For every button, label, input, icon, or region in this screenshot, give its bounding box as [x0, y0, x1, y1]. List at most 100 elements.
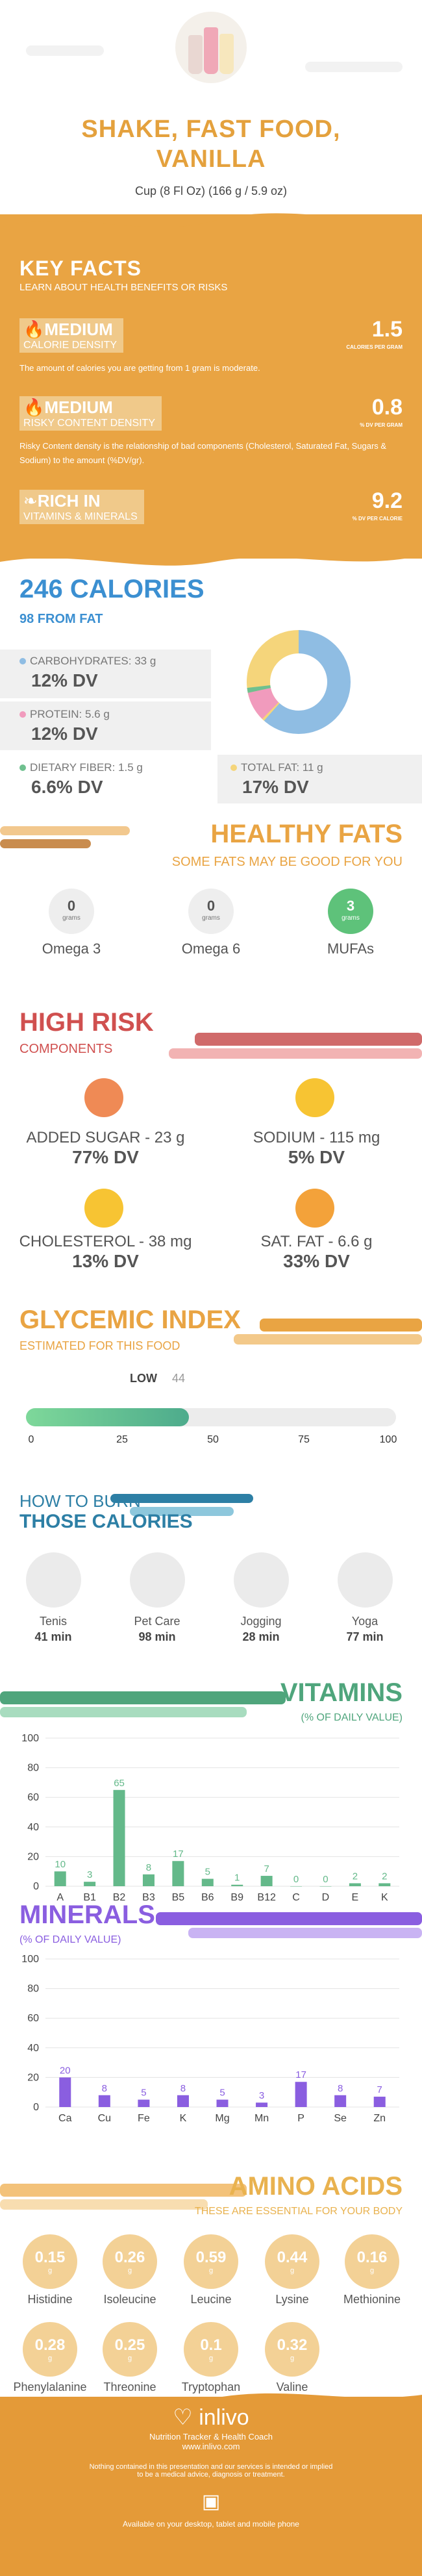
mineral-value-label: 3	[259, 2090, 264, 2101]
vitamin-bar	[54, 1871, 66, 1886]
methionine-value: 0.16	[356, 2249, 388, 2266]
leucine-unit: g	[208, 2267, 214, 2275]
vitamins-minerals-label: VITAMINS & MINERALS	[23, 511, 138, 522]
gi-tick: 75	[298, 1434, 310, 1445]
risky-density-unit: % DV PER GRAM	[360, 422, 403, 428]
mineral-ytick-label: 20	[27, 2072, 39, 2083]
footer-disclaimer-2: to be a medical advice, diagnosis or tre…	[137, 2471, 285, 2479]
gi-tick: 25	[116, 1434, 128, 1445]
tennis-label: Tenis	[39, 1615, 68, 1628]
minerals-bar-chart: 0 20 40 60 80 100 20 Ca 8 Cu 5 Fe 8 K 5 Mg 3 Mn 17 P 8 Se 7 Zn	[21, 1954, 399, 2124]
pet-care-icon	[130, 1552, 185, 1608]
decor-stripe	[0, 1707, 247, 1717]
decor-stripe	[130, 1507, 234, 1516]
calorie-density-unit: CALORIES PER GRAM	[346, 344, 403, 350]
risky-density-level: MEDIUM	[44, 398, 113, 417]
gi-tick: 50	[207, 1434, 219, 1445]
decor-stripe	[188, 1928, 422, 1938]
cholesterol-dv: 13% DV	[72, 1251, 139, 1271]
gi-tick: 0	[28, 1434, 34, 1445]
happy-face-icon	[295, 1189, 334, 1228]
vitamin-value-label: 65	[114, 1778, 125, 1789]
fiber-label: DIETARY FIBER: 1.5 g	[19, 761, 143, 774]
jogging-icon	[234, 1552, 289, 1608]
valine-label: Valine	[276, 2380, 308, 2393]
vitamins-minerals-tag: ❧RICH IN VITAMINS & MINERALS	[19, 490, 144, 524]
vitamin-category-label: B3	[142, 1892, 155, 1903]
fat-box	[217, 755, 422, 803]
mineral-bar	[256, 2102, 268, 2107]
vitamin-bar	[201, 1878, 214, 1886]
mineral-bar	[295, 2082, 307, 2107]
mufas-unit: grams	[341, 915, 360, 922]
isoleucine-circle: 0.26 g	[103, 2234, 157, 2289]
vitamin-category-label: K	[381, 1892, 388, 1903]
carbs-label: CARBOHYDRATES: 33 g	[19, 655, 156, 668]
vitamin-category-label: B5	[172, 1892, 185, 1903]
added-sugar-dv: 77% DV	[72, 1147, 139, 1167]
sad-face-icon	[84, 1078, 123, 1117]
vitamin-value-label: 1	[234, 1873, 240, 1884]
vitamin-bar	[319, 1886, 332, 1887]
mineral-category-label: Mg	[215, 2113, 229, 2124]
decor-stripe	[0, 1691, 286, 1704]
tennis-time: 41 min	[34, 1630, 72, 1643]
omega3-circle: 0 grams	[49, 889, 94, 934]
glycemic-value: 44	[172, 1372, 186, 1385]
minerals-subtitle: (% OF DAILY VALUE)	[19, 1934, 121, 1945]
vitamin-bar	[231, 1884, 243, 1886]
decor-stripe	[0, 839, 91, 848]
vitamin-bar	[84, 1882, 96, 1886]
vitamin-value-label: 8	[146, 1862, 151, 1873]
vitamin-bar	[260, 1876, 273, 1886]
vitamin-ytick-label: 80	[27, 1763, 39, 1774]
heart-icon: ♡	[173, 2405, 193, 2430]
tryptophan-unit: g	[208, 2355, 214, 2362]
healthy-fats-title: HEALTHY FATS	[210, 820, 403, 848]
vitamin-category-label: B2	[113, 1892, 126, 1903]
mufas-label: MUFAs	[327, 941, 375, 957]
omega6-value: 0	[206, 898, 216, 914]
phenylalanine-value: 0.28	[34, 2336, 66, 2354]
vitamins-minerals-unit: % DV PER CALORIE	[352, 516, 403, 522]
decor-stripe	[110, 1494, 253, 1503]
leucine-circle: 0.59 g	[184, 2234, 238, 2289]
vitamin-category-label: B12	[257, 1892, 276, 1903]
leucine-label: Leucine	[190, 2293, 232, 2306]
calorie-donut-chart	[247, 630, 351, 734]
footer-disclaimer-1: Nothing contained in this presentation a…	[89, 2463, 333, 2471]
decor-stripe	[0, 2184, 247, 2197]
sodium-label: SODIUM - 115 mg	[253, 1129, 380, 1146]
vitamins-bar-chart: 02040608010010A3B165B28B317B55B61B97B120…	[21, 1733, 399, 1903]
carbs-label-text: CARBOHYDRATES: 33 g	[30, 655, 156, 667]
histidine-circle: 0.15 g	[23, 2234, 77, 2289]
calories-title: 246 CALORIES	[19, 575, 205, 603]
title-line-1: SHAKE, FAST FOOD,	[81, 116, 341, 143]
calorie-density-desc: The amount of calories you are getting f…	[19, 363, 260, 373]
vitamin-value-label: 2	[353, 1871, 358, 1882]
calorie-density-tag: 🔥MEDIUM CALORIE DENSITY	[19, 318, 124, 353]
mineral-value-label: 17	[295, 2069, 306, 2080]
serving-size: Cup (8 Fl Oz) (166 g / 5.9 oz)	[134, 184, 288, 197]
footer-url[interactable]: www.inlivo.com	[182, 2442, 240, 2451]
cholesterol-label: CHOLESTEROL - 38 mg	[19, 1233, 192, 1250]
vitamin-category-label: B9	[230, 1892, 243, 1903]
mineral-value-label: 5	[141, 2088, 146, 2099]
vitamin-value-label: 2	[382, 1871, 387, 1882]
high-risk-subtitle: COMPONENTS	[19, 1042, 113, 1056]
isoleucine-unit: g	[127, 2267, 132, 2275]
omega3-unit: grams	[62, 915, 81, 922]
vitamins-minerals-value: 9.2	[371, 488, 403, 513]
vitamin-category-label: C	[292, 1892, 300, 1903]
phenylalanine-unit: g	[47, 2355, 53, 2362]
vitamin-value-label: 17	[173, 1849, 184, 1860]
vitamin-bar	[113, 1789, 125, 1886]
mineral-ytick-label: 40	[27, 2043, 39, 2054]
vitamin-ytick-label: 0	[33, 1881, 39, 1892]
yoga-time: 77 min	[346, 1630, 384, 1643]
brand-logo[interactable]: ♡ inlivo	[0, 2405, 422, 2431]
carbs-box	[0, 650, 211, 698]
calorie-density-label: CALORIE DENSITY	[23, 340, 118, 351]
protein-dv: 12% DV	[31, 724, 98, 744]
mineral-category-label: P	[297, 2113, 304, 2124]
